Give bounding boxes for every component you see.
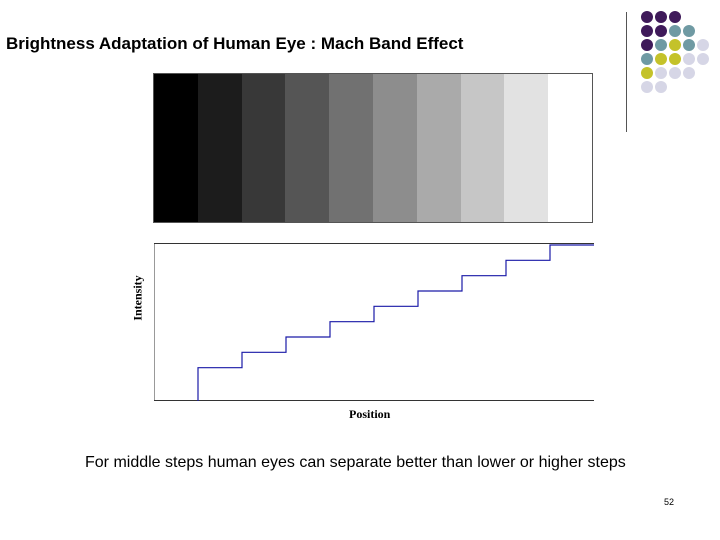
gray-band — [416, 74, 461, 222]
decor-dot — [697, 53, 709, 65]
decor-dot — [669, 39, 681, 51]
decor-dot — [669, 25, 681, 37]
decor-dot — [641, 67, 653, 79]
slide-caption: For middle steps human eyes can separate… — [85, 454, 626, 471]
decor-dot — [683, 67, 695, 79]
decor-dot — [641, 81, 653, 93]
page-number: 52 — [664, 497, 675, 507]
gray-band — [548, 74, 592, 222]
decor-dot — [641, 11, 653, 23]
decor-dot — [669, 67, 681, 79]
decor-dot — [697, 39, 709, 51]
gray-band — [197, 74, 242, 222]
decor-dot — [683, 25, 695, 37]
decor-dot — [641, 53, 653, 65]
decor-dot — [655, 81, 667, 93]
intensity-staircase-chart — [154, 243, 594, 401]
gray-band — [285, 74, 330, 222]
decor-dot — [655, 67, 667, 79]
decor-dot — [655, 25, 667, 37]
intensity-series-line — [197, 244, 594, 401]
decor-dot — [683, 39, 695, 51]
gray-band — [372, 74, 417, 222]
decor-dot — [641, 39, 653, 51]
slide-title: Brightness Adaptation of Human Eye : Mac… — [6, 34, 464, 53]
gray-band — [241, 74, 286, 222]
mach-band-strip — [153, 73, 593, 223]
decor-dot — [655, 39, 667, 51]
decor-dot — [683, 53, 695, 65]
gray-band — [154, 74, 198, 222]
decor-dot — [655, 53, 667, 65]
decor-dot — [669, 11, 681, 23]
gray-band — [329, 74, 373, 222]
y-axis-label: Intensity — [130, 275, 145, 321]
gray-band — [460, 74, 505, 222]
dot-grid-decoration — [641, 11, 709, 93]
decor-dot — [669, 53, 681, 65]
x-axis-label: Position — [349, 407, 391, 421]
decor-dot — [641, 25, 653, 37]
gray-band — [504, 74, 549, 222]
decor-dot — [655, 11, 667, 23]
title-divider — [626, 12, 627, 132]
